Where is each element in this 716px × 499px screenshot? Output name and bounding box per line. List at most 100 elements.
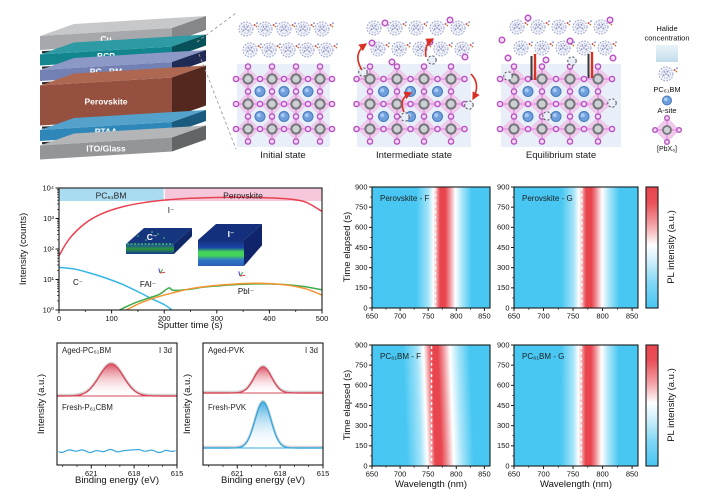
fullerene-molecule xyxy=(513,40,533,56)
tick-label: 300 xyxy=(355,263,368,272)
xps-left-x-axis-title: Binding energy (eV) xyxy=(75,475,159,486)
fullerene-molecule xyxy=(450,20,470,36)
tick-label: 300 xyxy=(355,421,368,430)
tick-label: 10² xyxy=(43,245,54,254)
tick-label: 850 xyxy=(626,470,639,479)
pl-intensity-maps: 650 700 750 800 850 0 150 300 450 600 750 900 650 700… xyxy=(355,182,659,479)
fullerene-molecule xyxy=(366,20,386,36)
axis-triad-icon xyxy=(158,268,166,274)
legend-octahedron-label: [PbX₆] xyxy=(657,146,677,153)
pl-bottom-right-x-axis-title: Wavelength (nm) xyxy=(540,479,612,490)
fullerene-molecule xyxy=(572,19,592,35)
tick-label: 700 xyxy=(394,470,407,479)
sputter-y-axis-title: Intensity (counts) xyxy=(18,213,29,285)
tick-label: 750 xyxy=(422,312,435,321)
tick-label: 650 xyxy=(366,470,379,479)
blocked-migration-markers xyxy=(530,52,594,80)
tick-label: 750 xyxy=(497,203,510,212)
tick-label: 0 xyxy=(363,461,367,470)
pl-colorbar-row-0 xyxy=(645,186,659,309)
tick-label: 750 xyxy=(567,470,580,479)
fullerene-molecule xyxy=(295,21,315,37)
tick-label: 618 xyxy=(128,469,141,478)
xps-right-corner-label: I 3d xyxy=(305,346,318,355)
axis-triad-icon xyxy=(238,271,246,277)
pcbm-region-label: PC₆₁BM xyxy=(96,191,127,201)
fullerene-molecule xyxy=(299,42,319,58)
pl-map-axes-3: 650 700 750 800 850 0 150 300 450 600 750 900 xyxy=(497,340,639,479)
fullerene-molecule xyxy=(658,66,678,82)
a-site-cations xyxy=(254,86,314,122)
fullerene-molecule xyxy=(433,41,453,57)
tick-label: 150 xyxy=(355,283,368,292)
tick-label: 0 xyxy=(57,314,61,323)
tick-label: 600 xyxy=(497,223,510,232)
inset-cube-c xyxy=(126,228,192,254)
tick-label: 450 xyxy=(355,243,368,252)
fai-curve-label: FAI⁻ xyxy=(140,280,156,289)
a-site-cations xyxy=(522,86,590,122)
tick-label: 10⁰ xyxy=(43,306,54,315)
xps-panel-0: 621 618 615 xyxy=(56,342,184,478)
sims-depth-profile-plot: 0 100 200 300 400 500 10⁰ 10¹ 10² 10³ 10⁴ xyxy=(42,184,328,324)
xps-right-x-axis-title: Binding energy (eV) xyxy=(221,475,305,486)
inset-c-label: C⁻ xyxy=(147,232,158,242)
pl-map-axes-2: 650 700 750 800 850 0 150 300 450 600 750 900 xyxy=(355,340,491,478)
equilibrium-state-diagram xyxy=(496,14,621,147)
fullerene-molecule xyxy=(509,19,529,35)
fullerene-molecule xyxy=(261,42,281,58)
pbx6-octahedra xyxy=(500,67,612,141)
tick-label: 300 xyxy=(497,263,510,272)
pl-map-title-perovskite-f: Perovskite - F xyxy=(380,194,429,203)
pl-map-panel-2 xyxy=(372,345,490,466)
pl-map-axes-1: 650 700 750 800 850 0 150 300 450 600 750 900 xyxy=(497,182,639,321)
tick-label: 300 xyxy=(211,314,224,323)
fullerene-layer xyxy=(366,20,474,57)
curve-I⁻ xyxy=(59,196,322,257)
pl-bottom-left-x-axis-title: Wavelength (nm) xyxy=(395,479,467,490)
fullerene-molecule xyxy=(280,42,300,58)
fullerene-layer xyxy=(509,19,617,56)
halide-concentration-swatch xyxy=(656,45,678,62)
inset-cube-i xyxy=(198,224,262,266)
curve-PbI⁻ xyxy=(125,282,322,310)
stack-layer-label: PTAA xyxy=(95,127,118,137)
fullerene-molecule xyxy=(242,42,262,58)
figure-text-layer: Initial state Intermediate state Equilib… xyxy=(18,150,677,490)
released-halide-ions xyxy=(498,14,617,64)
tick-label: 615 xyxy=(171,469,184,478)
tick-label: 600 xyxy=(355,381,368,390)
xps-right-y-axis-title: Intensity (a.u.) xyxy=(182,374,193,434)
tick-label: 750 xyxy=(567,312,580,321)
ion-migration-arrows xyxy=(357,38,480,113)
pb-atoms xyxy=(242,73,326,135)
initial-state-diagram xyxy=(232,21,338,147)
tick-label: 900 xyxy=(355,340,368,349)
tick-label: 800 xyxy=(596,470,609,479)
tick-label: 900 xyxy=(497,340,510,349)
initial-state-label: Initial state xyxy=(260,150,305,161)
fullerene-molecule xyxy=(530,19,550,35)
tick-label: 450 xyxy=(497,401,510,410)
tick-label: 618 xyxy=(274,469,287,478)
legend-pcbm-label: PC₆₁BM xyxy=(653,85,680,94)
pl-map-title-pcbm-f: PC₆₁BM - F xyxy=(380,352,421,361)
tick-label: 700 xyxy=(394,312,407,321)
pbi-curve-label: PbI⁻ xyxy=(238,287,254,296)
equilibrium-state-label: Equilibrium state xyxy=(526,150,596,161)
xps-right-fresh-label: Fresh-PVK xyxy=(208,403,247,412)
halide-atoms xyxy=(353,63,468,145)
tick-label: 650 xyxy=(366,312,379,321)
tick-label: 100 xyxy=(105,314,118,323)
pl-map-title-perovskite-g: Perovskite - G xyxy=(522,194,573,203)
tick-label: 0 xyxy=(363,303,367,312)
legend-halide-label: Halide xyxy=(656,24,677,33)
perovskite-region-label: Perovskite xyxy=(223,191,263,201)
tick-label: 600 xyxy=(355,223,368,232)
tick-label: 450 xyxy=(355,401,368,410)
tick-label: 150 xyxy=(497,441,510,450)
halide-atoms xyxy=(496,63,616,145)
pl-bottom-y-axis-title: Time elapsed (s) xyxy=(342,370,353,440)
fullerene-molecule xyxy=(276,21,296,37)
